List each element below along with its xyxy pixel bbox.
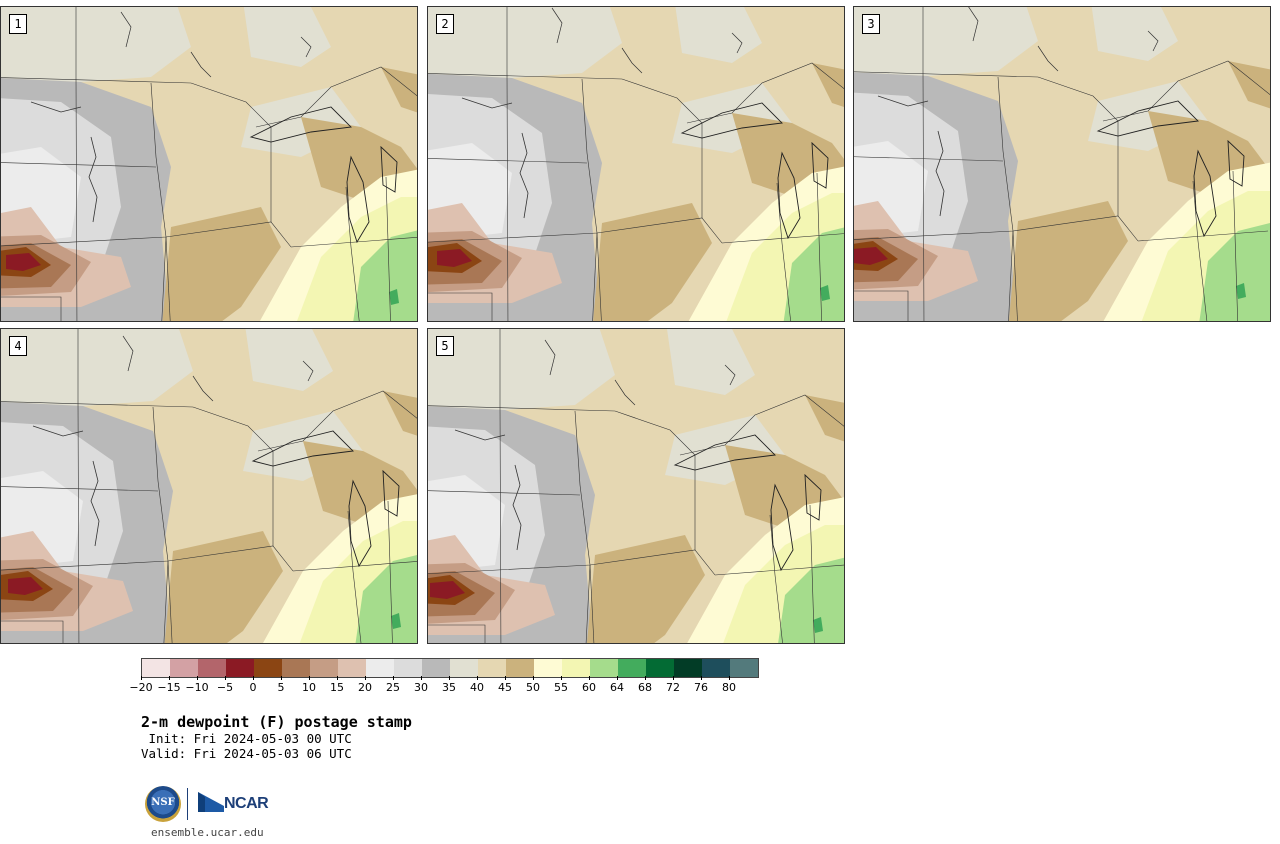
ensemble-member-map-3: 3 — [853, 6, 1271, 322]
colorbar-tick-mark — [337, 676, 338, 680]
colorbar-tick-label: 76 — [694, 681, 708, 694]
colorbar-swatch — [646, 659, 674, 677]
member-number-label: 5 — [436, 336, 454, 356]
nsf-logo: NSF — [145, 786, 181, 822]
colorbar-tick-mark — [449, 676, 450, 680]
colorbar-tick-label: 55 — [554, 681, 568, 694]
ensemble-member-map-2: 2 — [427, 6, 845, 322]
colorbar-tick-label: 0 — [249, 681, 257, 694]
colorbar-tick-label: 35 — [442, 681, 456, 694]
colorbar-swatch — [478, 659, 506, 677]
ensemble-member-map-5: 5 — [427, 328, 845, 644]
product-title: 2-m dewpoint (F) postage stamp — [141, 713, 412, 731]
member-number-label: 2 — [436, 14, 454, 34]
dewpoint-map-5 — [428, 329, 844, 643]
colorbar-swatch — [394, 659, 422, 677]
colorbar-tick-label: 72 — [666, 681, 680, 694]
colorbar-tick-mark — [673, 676, 674, 680]
colorbar-tick-mark — [281, 676, 282, 680]
dewpoint-map-2 — [428, 7, 844, 321]
colorbar-tick-mark — [141, 676, 142, 680]
ensemble-member-map-4: 4 — [0, 328, 418, 644]
colorbar-tick-mark — [533, 676, 534, 680]
colorbar-tick-mark — [729, 676, 730, 680]
colorbar-tick-mark — [393, 676, 394, 680]
colorbar-tick-label: 5 — [277, 681, 285, 694]
colorbar-tick-mark — [225, 676, 226, 680]
colorbar-tick-label: −15 — [157, 681, 181, 694]
colorbar-swatch — [534, 659, 562, 677]
colorbar-swatch — [590, 659, 618, 677]
colorbar-swatch — [338, 659, 366, 677]
ensemble-member-map-1: 1 — [0, 6, 418, 322]
colorbar-tick-label: 30 — [414, 681, 428, 694]
member-number-label: 1 — [9, 14, 27, 34]
colorbar-tick-mark — [309, 676, 310, 680]
member-number-label: 4 — [9, 336, 27, 356]
colorbar-tick-mark — [589, 676, 590, 680]
colorbar-tick-label: 64 — [610, 681, 624, 694]
ncar-logo-text: NCAR — [224, 795, 269, 812]
colorbar-tick-mark — [701, 676, 702, 680]
colorbar-tick-mark — [617, 676, 618, 680]
colorbar-tick-mark — [421, 676, 422, 680]
colorbar-swatch — [282, 659, 310, 677]
colorbar-tick-label: 20 — [358, 681, 372, 694]
ncar-logo-mark — [198, 792, 224, 812]
colorbar-swatch — [310, 659, 338, 677]
colorbar-swatch — [562, 659, 590, 677]
colorbar-swatch — [702, 659, 730, 677]
colorbar-swatch — [506, 659, 534, 677]
colorbar-swatch — [618, 659, 646, 677]
colorbar-tick-label: 40 — [470, 681, 484, 694]
colorbar-tick-mark — [645, 676, 646, 680]
colorbar-tick-label: 80 — [722, 681, 736, 694]
colorbar-tick-label: 45 — [498, 681, 512, 694]
dewpoint-map-3 — [854, 7, 1270, 321]
dewpoint-map-1 — [1, 7, 417, 321]
colorbar-tick-labels: −20 −15 −10 −5 0 5 10 15 20 25 30 35 40 45 50 55 60 64 68 7… — [129, 676, 771, 695]
colorbar-swatch — [422, 659, 450, 677]
colorbar-tick-mark — [169, 676, 170, 680]
colorbar-swatch — [450, 659, 478, 677]
dewpoint-map-4 — [1, 329, 417, 643]
colorbar-swatch — [254, 659, 282, 677]
dewpoint-colorbar — [141, 658, 759, 678]
colorbar-swatch — [170, 659, 198, 677]
colorbar-tick-label: −10 — [185, 681, 209, 694]
colorbar-tick-mark — [197, 676, 198, 680]
colorbar-tick-label: −5 — [216, 681, 234, 694]
colorbar-tick-label: 50 — [526, 681, 540, 694]
colorbar-swatch — [226, 659, 254, 677]
footer-url: ensemble.ucar.edu — [151, 826, 264, 839]
colorbar-tick-label: 60 — [582, 681, 596, 694]
colorbar-tick-label: −20 — [129, 681, 153, 694]
colorbar-tick-mark — [477, 676, 478, 680]
colorbar-swatch — [730, 659, 758, 677]
colorbar-tick-label: 25 — [386, 681, 400, 694]
colorbar-swatch — [142, 659, 170, 677]
colorbar-swatch — [674, 659, 702, 677]
init-time: Init: Fri 2024-05-03 00 UTC — [141, 731, 352, 746]
colorbar-tick-label: 15 — [330, 681, 344, 694]
colorbar-tick-mark — [561, 676, 562, 680]
colorbar-tick-mark — [505, 676, 506, 680]
colorbar-swatch — [198, 659, 226, 677]
colorbar-swatch — [366, 659, 394, 677]
member-number-label: 3 — [862, 14, 880, 34]
nsf-logo-text: NSF — [151, 797, 175, 808]
colorbar-tick-mark — [365, 676, 366, 680]
logo-divider — [187, 788, 188, 820]
colorbar-tick-mark — [253, 676, 254, 680]
valid-time: Valid: Fri 2024-05-03 06 UTC — [141, 746, 352, 761]
colorbar-tick-label: 68 — [638, 681, 652, 694]
colorbar-tick-label: 10 — [302, 681, 316, 694]
